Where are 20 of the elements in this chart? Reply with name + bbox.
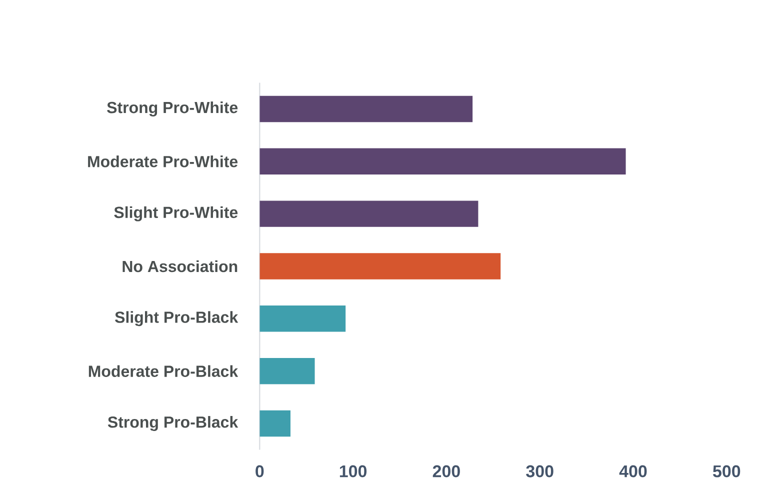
y-tick-label: No Association [122,260,238,272]
bar [260,358,315,384]
x-tick-label: 100 [340,465,367,478]
bar [260,96,473,122]
x-tick-label: 400 [619,465,647,478]
bar [260,306,346,332]
bar [260,200,478,228]
y-tick-label: Moderate Pro-Black [88,365,238,378]
bar [260,410,290,437]
bar [260,148,626,175]
x-tick-label: 200 [432,465,460,478]
bar [260,253,501,280]
x-tick-label: 300 [526,465,554,478]
x-tick-label: 0 [256,465,264,478]
x-tick-label: 500 [712,465,740,478]
y-tick-label: Moderate Pro-White [88,156,238,168]
y-tick-label: Strong Pro-Black [108,416,238,432]
y-tick-label: Strong Pro-White [107,102,238,117]
y-tick-label: Slight Pro-Black [115,311,238,326]
y-tick-label: Slight Pro-White [114,206,238,222]
